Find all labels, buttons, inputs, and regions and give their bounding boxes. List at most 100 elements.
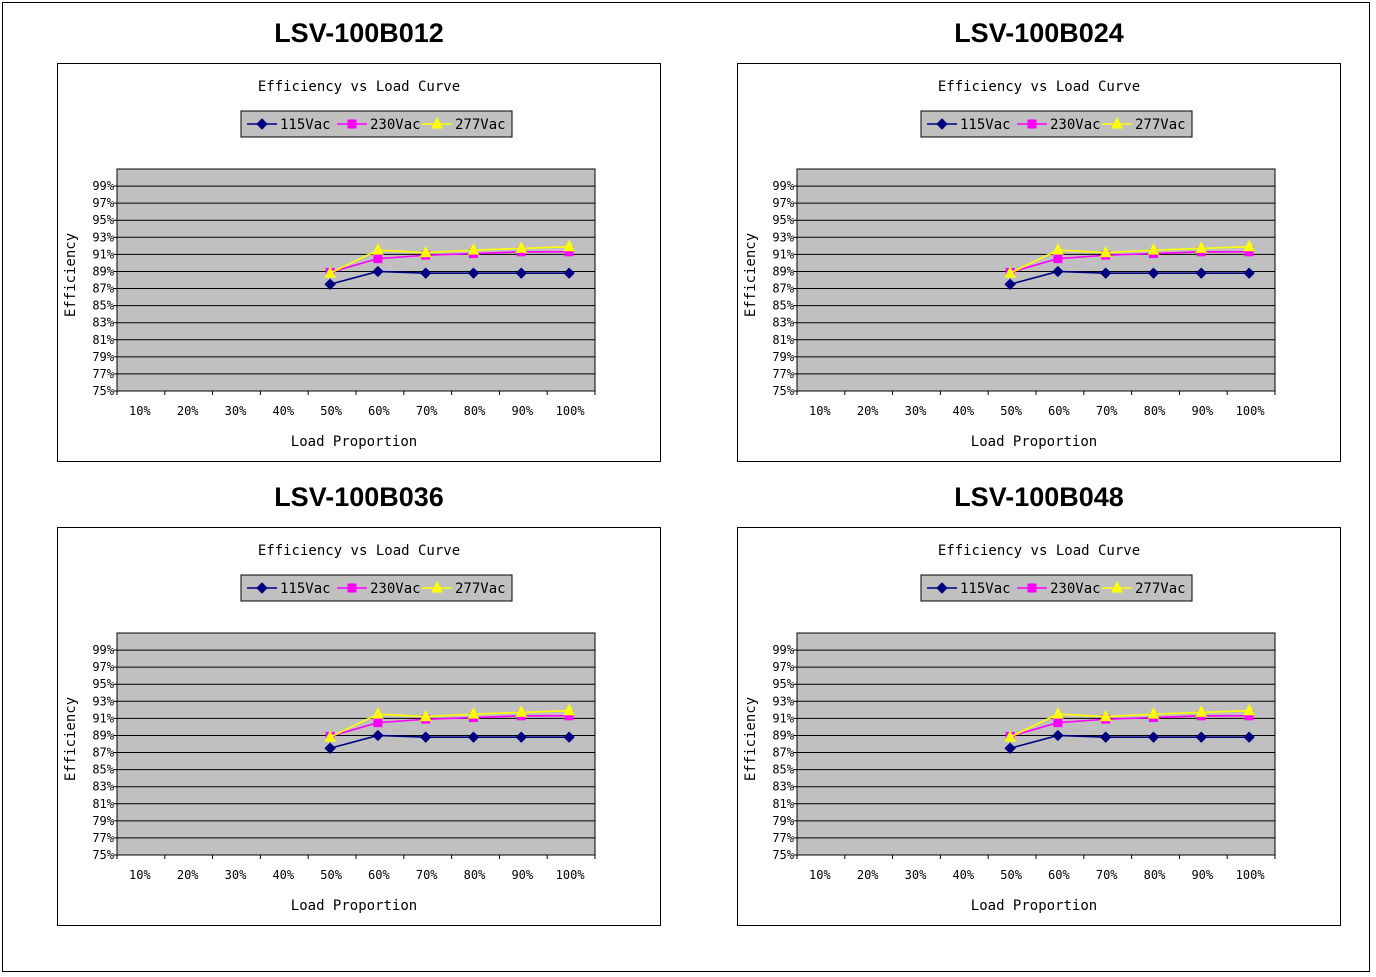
triangle-marker bbox=[324, 730, 336, 742]
x-tick-label: 70% bbox=[1096, 868, 1118, 882]
y-tick-label: 99% bbox=[92, 179, 114, 193]
x-tick-label: 80% bbox=[1144, 404, 1166, 418]
y-tick-label: 75% bbox=[92, 848, 114, 862]
x-tick-label: 100% bbox=[1236, 868, 1266, 882]
series-115Vac bbox=[324, 729, 575, 754]
x-tick-label: 80% bbox=[1144, 868, 1166, 882]
series-277Vac bbox=[1004, 239, 1255, 278]
y-axis-label: Efficiency bbox=[63, 697, 79, 781]
y-tick-label: 93% bbox=[772, 230, 794, 244]
y-tick-label: 81% bbox=[772, 797, 794, 811]
y-tick-label: 87% bbox=[92, 746, 114, 760]
legend: 115Vac 230Vac 277Vac bbox=[240, 110, 513, 138]
triangle-marker bbox=[1147, 242, 1160, 255]
series-line bbox=[329, 270, 570, 286]
square-marker bbox=[1027, 583, 1037, 593]
y-tick-label: 99% bbox=[772, 643, 794, 657]
plot-area bbox=[116, 632, 596, 856]
diamond-marker bbox=[563, 731, 575, 743]
x-tick-label: 50% bbox=[1000, 868, 1022, 882]
x-tick-label: 70% bbox=[416, 868, 438, 882]
triangle-marker bbox=[1111, 116, 1123, 129]
triangle-marker bbox=[1111, 580, 1123, 593]
efficiency-chart: Efficiency vs Load Curve 115Vac 230Vac 277V… bbox=[737, 63, 1341, 462]
x-tick-label: 20% bbox=[857, 868, 879, 882]
x-tick-label: 20% bbox=[857, 404, 879, 418]
series-line bbox=[1009, 270, 1250, 286]
triangle-marker bbox=[1004, 730, 1016, 742]
diamond-marker bbox=[419, 267, 432, 279]
x-tick-label: 10% bbox=[129, 868, 151, 882]
triangle-marker bbox=[515, 241, 528, 253]
series-115Vac bbox=[1004, 265, 1255, 290]
x-tick-label: 60% bbox=[1048, 868, 1070, 882]
legend-label: 277Vac bbox=[1135, 117, 1186, 133]
model-heading: LSV-100B012 bbox=[274, 18, 444, 48]
x-tick-label: 90% bbox=[511, 404, 533, 418]
diamond-marker bbox=[419, 731, 432, 743]
legend-label: 230Vac bbox=[1050, 581, 1101, 597]
diamond-marker bbox=[256, 582, 268, 594]
x-tick-label: 100% bbox=[556, 404, 586, 418]
series-line bbox=[329, 251, 570, 274]
y-tick-label: 81% bbox=[772, 333, 794, 347]
series-277Vac bbox=[1004, 703, 1255, 742]
triangle-marker bbox=[1052, 242, 1064, 255]
x-tick-label: 100% bbox=[556, 868, 586, 882]
y-tick-label: 95% bbox=[92, 213, 114, 227]
legend-box bbox=[240, 110, 513, 138]
diamond-marker bbox=[1099, 731, 1112, 743]
plot-area bbox=[796, 632, 1276, 856]
triangle-marker bbox=[431, 116, 443, 129]
series-line bbox=[329, 709, 570, 738]
series-115Vac bbox=[324, 265, 575, 290]
diamond-marker bbox=[936, 118, 948, 130]
y-tick-label: 79% bbox=[772, 814, 794, 828]
diamond-marker bbox=[1147, 267, 1160, 279]
diamond-marker bbox=[324, 742, 336, 754]
diamond-marker bbox=[372, 729, 384, 742]
legend-label: 115Vac bbox=[280, 117, 331, 133]
chart-title: Efficiency vs Load Curve bbox=[938, 543, 1140, 559]
x-tick-label: 90% bbox=[1191, 868, 1213, 882]
diamond-marker bbox=[1052, 265, 1064, 278]
triangle-marker bbox=[372, 706, 384, 719]
triangle-marker bbox=[467, 706, 480, 719]
x-tick-label: 80% bbox=[464, 404, 486, 418]
legend: 115Vac 230Vac 277Vac bbox=[240, 574, 513, 602]
legend-label: 230Vac bbox=[1050, 117, 1101, 133]
square-marker bbox=[373, 254, 383, 264]
diamond-marker bbox=[1099, 267, 1112, 279]
legend: 115Vac 230Vac 277Vac bbox=[920, 574, 1193, 602]
y-tick-label: 81% bbox=[92, 797, 114, 811]
y-tick-label: 95% bbox=[92, 677, 114, 691]
y-tick-label: 85% bbox=[92, 763, 114, 777]
x-tick-label: 100% bbox=[1236, 404, 1266, 418]
x-tick-label: 90% bbox=[1191, 404, 1213, 418]
triangle-marker bbox=[563, 703, 575, 716]
y-tick-label: 95% bbox=[772, 213, 794, 227]
y-axis-label: Efficiency bbox=[743, 697, 759, 781]
triangle-marker bbox=[1243, 239, 1255, 252]
diamond-marker bbox=[936, 582, 948, 594]
x-tick-label: 20% bbox=[177, 868, 199, 882]
legend-label: 115Vac bbox=[960, 581, 1011, 597]
x-tick-label: 10% bbox=[129, 404, 151, 418]
triangle-marker bbox=[419, 245, 432, 258]
diamond-marker bbox=[1147, 731, 1160, 743]
y-tick-label: 83% bbox=[772, 316, 794, 330]
y-tick-label: 95% bbox=[772, 677, 794, 691]
y-tick-label: 93% bbox=[772, 694, 794, 708]
square-marker bbox=[373, 718, 383, 728]
y-tick-label: 87% bbox=[772, 746, 794, 760]
triangle-marker bbox=[467, 242, 480, 255]
legend-label: 277Vac bbox=[1135, 581, 1186, 597]
x-tick-label: 40% bbox=[272, 404, 294, 418]
x-tick-label: 90% bbox=[511, 868, 533, 882]
efficiency-chart: Efficiency vs Load Curve 115Vac 230Vac 277V… bbox=[57, 63, 661, 462]
y-tick-label: 87% bbox=[92, 282, 114, 296]
series-line bbox=[1009, 245, 1250, 274]
x-tick-label: 20% bbox=[177, 404, 199, 418]
x-tick-label: 40% bbox=[952, 868, 974, 882]
triangle-marker bbox=[1195, 705, 1208, 717]
